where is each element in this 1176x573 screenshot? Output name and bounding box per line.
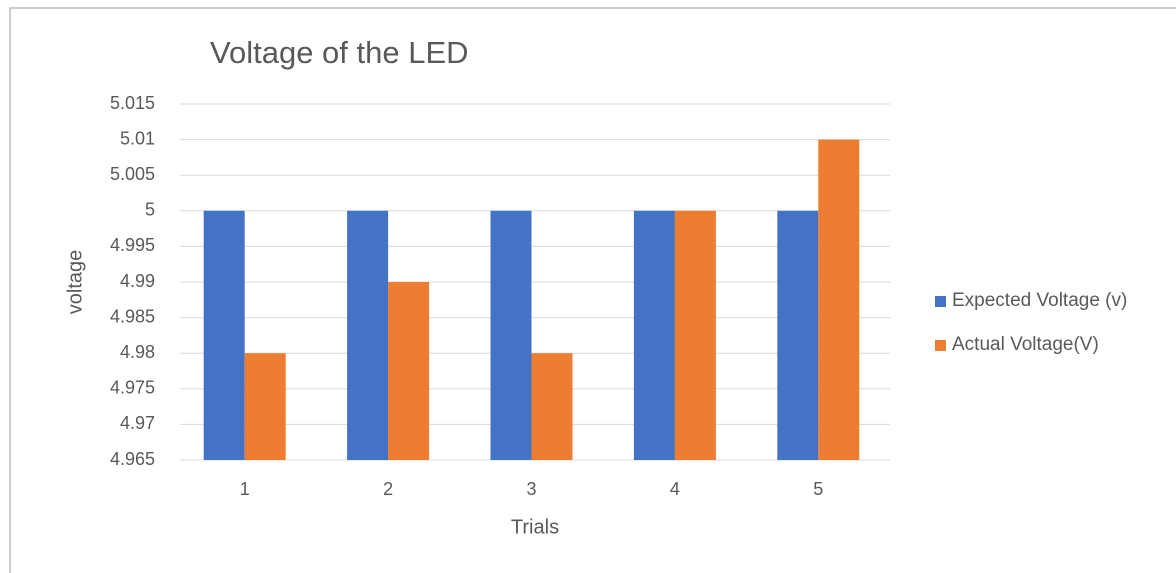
bar [388, 282, 430, 460]
y-tick-label: 4.97 [120, 413, 155, 433]
y-tick-label: 4.99 [120, 271, 155, 291]
y-tick-label: 4.985 [110, 306, 155, 326]
bar [633, 210, 675, 460]
bar [347, 210, 389, 460]
x-tick-label: 1 [240, 479, 250, 499]
legend-swatch [935, 340, 946, 351]
y-tick-label: 4.98 [120, 342, 155, 362]
legend-label: Expected Voltage (v) [952, 290, 1127, 311]
y-tick-label: 5.01 [120, 128, 155, 148]
bar [203, 210, 245, 460]
y-tick-label: 4.995 [110, 235, 155, 255]
chart-title: Voltage of the LED [210, 35, 469, 70]
y-tick-label: 5.005 [110, 164, 155, 184]
bar [818, 139, 860, 460]
bar [777, 210, 819, 460]
y-tick-label: 5 [145, 200, 155, 220]
bar [531, 353, 573, 460]
chart-frame [9, 7, 1176, 573]
x-axis-label: Trials [511, 516, 559, 538]
y-axis-label: voltage [64, 250, 86, 315]
legend-label: Actual Voltage(V) [952, 334, 1099, 355]
x-tick-label: 2 [383, 479, 393, 499]
bar [244, 353, 286, 460]
y-tick-label: 5.015 [110, 93, 155, 113]
y-tick-label: 4.965 [110, 449, 155, 469]
y-tick-label: 4.975 [110, 378, 155, 398]
bar [490, 210, 532, 460]
x-tick-label: 4 [670, 479, 680, 499]
legend-swatch [935, 296, 946, 307]
bar [674, 210, 716, 460]
x-tick-label: 5 [813, 479, 823, 499]
x-tick-label: 3 [526, 479, 536, 499]
